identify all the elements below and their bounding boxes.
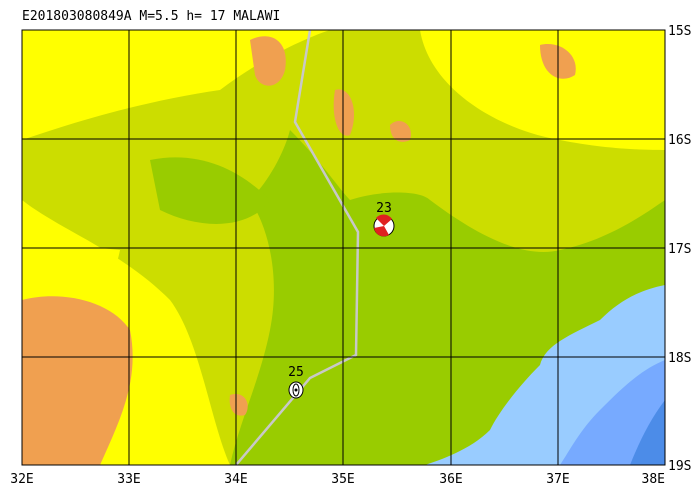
event-label: 23 xyxy=(376,201,392,216)
lat-label: 16S xyxy=(668,133,691,148)
lon-label: 38E xyxy=(642,472,665,487)
lon-label: 33E xyxy=(117,472,140,487)
lat-label: 19S xyxy=(668,459,691,474)
lat-label: 17S xyxy=(668,242,691,257)
lat-label: 18S xyxy=(668,351,691,366)
title: E201803080849A M=5.5 h= 17 MALAWI xyxy=(22,9,280,24)
event-25[interactable]: 25 xyxy=(288,365,304,399)
lat-labels: 15S 16S 17S 18S 19S xyxy=(668,24,691,474)
lon-label: 36E xyxy=(439,472,462,487)
event-label: 25 xyxy=(288,365,304,380)
graticule xyxy=(21,29,666,466)
lon-labels: 32E 33E 34E 35E 36E 37E 38E xyxy=(10,472,665,487)
lon-label: 32E xyxy=(10,472,33,487)
lon-label: 34E xyxy=(224,472,247,487)
event-23[interactable]: 23 xyxy=(373,201,395,237)
lat-label: 15S xyxy=(668,24,691,39)
lon-label: 37E xyxy=(546,472,569,487)
lon-label: 35E xyxy=(331,472,354,487)
